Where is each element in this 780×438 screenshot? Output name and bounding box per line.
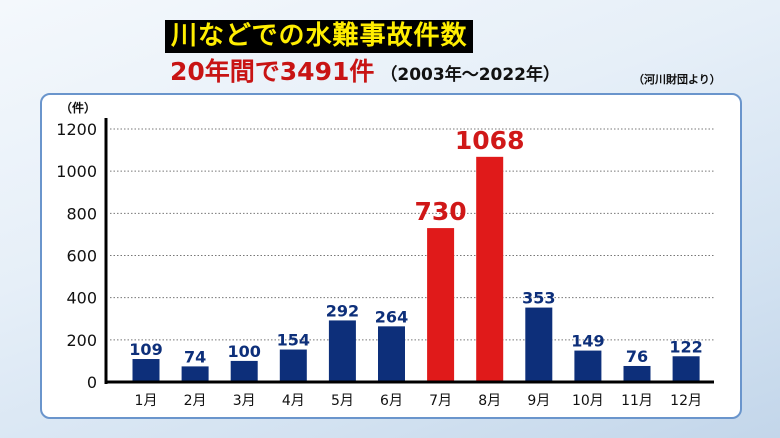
x-tick-label: 6月 (380, 393, 403, 409)
source-note: （河川財団より） (633, 73, 721, 86)
y-tick-label: 600 (66, 247, 97, 266)
subtitle-period: （2003年〜2022年） (380, 65, 561, 85)
y-tick-label: 200 (66, 331, 97, 350)
x-tick-label: 7月 (429, 393, 452, 409)
bar (279, 349, 307, 382)
x-tick-label: 8月 (478, 393, 501, 409)
bar (476, 156, 504, 382)
y-tick-label: 1200 (56, 120, 97, 139)
x-tick-label: 10月 (572, 393, 604, 409)
bar (672, 356, 700, 382)
bar (574, 350, 602, 382)
data-label: 154 (277, 331, 310, 350)
bar (132, 359, 160, 382)
chart-title: 川などでの水難事故件数 (165, 20, 474, 53)
x-tick-label: 4月 (282, 393, 305, 409)
data-label: 149 (571, 332, 604, 351)
y-tick-label: 1000 (56, 162, 97, 181)
subtitle-total: 20年間で3491件 (170, 57, 375, 86)
data-label: 730 (415, 197, 467, 226)
x-tick-label: 11月 (621, 393, 653, 409)
data-label: 292 (326, 301, 359, 320)
bar (378, 326, 405, 382)
y-tick-label: 0 (87, 373, 97, 392)
bar (181, 366, 209, 382)
data-label: 100 (227, 342, 260, 361)
data-label: 264 (375, 307, 408, 326)
data-label: 353 (522, 289, 555, 308)
bar (328, 320, 356, 382)
data-label: 109 (129, 340, 162, 359)
y-tick-label: 400 (66, 289, 97, 308)
x-tick-label: 2月 (184, 393, 207, 409)
bar (427, 228, 455, 382)
bar (230, 360, 258, 382)
chart-subtitle: 20年間で3491件 （2003年〜2022年） (170, 56, 560, 91)
data-label: 74 (184, 347, 206, 366)
y-axis-unit: （件） (60, 100, 96, 115)
x-tick-label: 5月 (331, 393, 354, 409)
bar (525, 307, 553, 382)
x-tick-label: 3月 (233, 393, 256, 409)
x-tick-label: 1月 (135, 393, 158, 409)
bar (623, 365, 651, 382)
y-tick-label: 800 (66, 204, 97, 223)
data-label: 1068 (455, 126, 525, 155)
data-label: 76 (626, 347, 648, 366)
x-tick-label: 9月 (527, 393, 550, 409)
data-label: 122 (669, 337, 702, 356)
x-tick-label: 12月 (670, 393, 702, 409)
